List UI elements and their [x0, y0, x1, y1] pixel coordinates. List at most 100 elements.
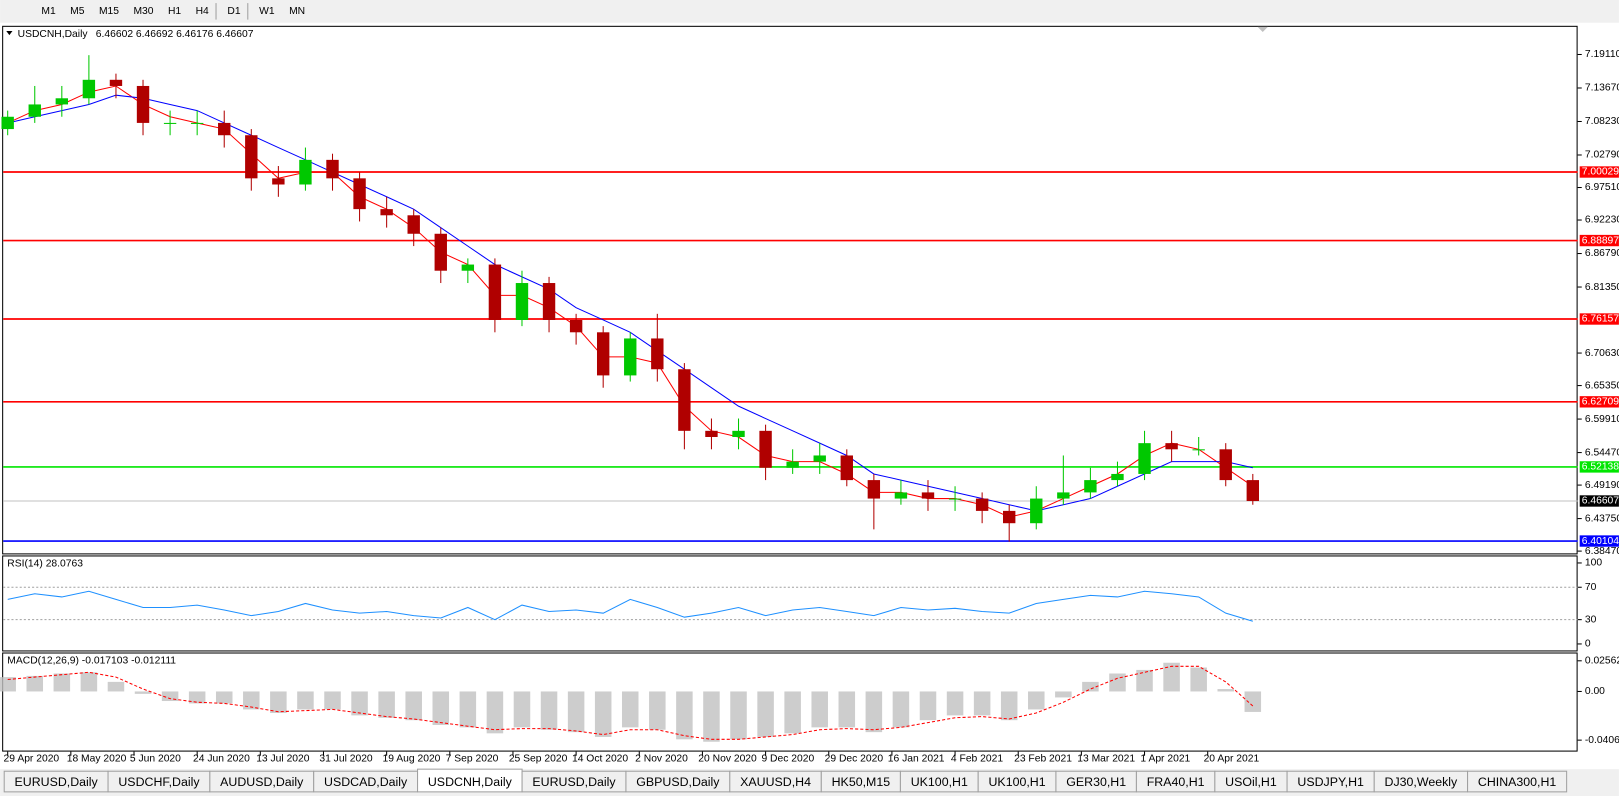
y-tick-label: 6.65350	[1585, 380, 1619, 391]
level-label: 6.52138	[1582, 462, 1619, 473]
tab-label[interactable]: GBPUSD,Daily	[636, 775, 720, 789]
timeframe-button[interactable]: W1	[259, 6, 275, 17]
macd-bar	[621, 691, 639, 728]
tab-label[interactable]: USOil,H1	[1225, 775, 1277, 789]
tab-label[interactable]: XAUUSD,H4	[740, 775, 811, 789]
macd-bar	[1109, 673, 1126, 692]
level-label-box	[1579, 461, 1619, 473]
timeframe-button[interactable]: M15	[99, 6, 119, 17]
timeframe-button[interactable]: H1	[168, 6, 181, 17]
macd-bar	[188, 691, 206, 704]
x-tick-label: 25 Sep 2020	[509, 754, 568, 765]
candle-body	[786, 461, 799, 468]
y-tick-label: 7.08230	[1585, 116, 1619, 127]
candle-body	[1219, 449, 1232, 481]
macd-bar	[1217, 689, 1235, 692]
level-label-box	[1579, 495, 1619, 507]
y-tick-label: 100	[1585, 558, 1602, 569]
timeframe-button[interactable]: M1	[41, 6, 56, 17]
macd-bar	[540, 691, 558, 730]
macd-bar	[1244, 691, 1262, 712]
macd-bar	[351, 691, 368, 716]
macd-bar	[676, 691, 693, 740]
candle-body	[82, 79, 96, 99]
timeframe-button[interactable]: M30	[133, 6, 153, 17]
candle-body	[515, 283, 529, 320]
candle-body	[1, 116, 14, 130]
timeframe-button[interactable]: M5	[70, 6, 85, 17]
candle-body	[813, 455, 826, 462]
tab-label[interactable]: AUDUSD,Daily	[220, 775, 304, 789]
tab-label[interactable]: UK100,H1	[911, 775, 968, 789]
macd-bar	[215, 691, 233, 704]
candle-body	[109, 79, 123, 86]
level-label: 6.88897	[1582, 235, 1619, 246]
tab-label[interactable]: USDCAD,Daily	[324, 775, 408, 789]
y-tick-label: 6.38470	[1585, 546, 1619, 557]
tab-label[interactable]: HK50,M15	[832, 775, 891, 789]
candle-body	[299, 159, 312, 185]
x-tick-label: 4 Feb 2021	[951, 754, 1003, 765]
tab-label[interactable]: FRA40,H1	[1147, 775, 1205, 789]
x-tick-label: 7 Sep 2020	[446, 754, 499, 765]
tab-label[interactable]: USDCHF,Daily	[118, 775, 200, 789]
candle-body	[759, 430, 772, 468]
macd-bar	[0, 677, 16, 692]
y-tick-label: 0.00	[1585, 686, 1605, 697]
x-tick-label: 31 Jul 2020	[319, 754, 373, 765]
level-label: 6.40104	[1582, 536, 1619, 547]
tab-label[interactable]: DJ30,Weekly	[1385, 775, 1458, 789]
candle-body	[840, 455, 853, 481]
y-tick-label: -0.04068	[1585, 735, 1619, 746]
macd-bar	[784, 691, 801, 734]
y-tick-label: 6.70630	[1585, 348, 1619, 359]
tab-label[interactable]: GER30,H1	[1066, 775, 1126, 789]
macd-bar	[730, 691, 747, 740]
y-tick-label: 0	[1585, 639, 1591, 650]
x-tick-label: 18 May 2020	[67, 754, 127, 765]
timeframe-button[interactable]: H4	[196, 6, 209, 17]
candle-body	[1246, 480, 1260, 501]
timeframe-button[interactable]: D1	[227, 6, 240, 17]
y-tick-label: 7.19110	[1585, 49, 1619, 60]
macd-bar	[53, 673, 71, 692]
tab-label[interactable]: CHINA300,H1	[1478, 775, 1557, 789]
toolbar	[0, 0, 1619, 23]
candle-body	[542, 283, 556, 320]
y-tick-label: 0.025623	[1585, 656, 1619, 667]
y-tick-label: 30	[1585, 614, 1597, 625]
macd-bar	[107, 681, 125, 692]
tab-label[interactable]: USDJPY,H1	[1297, 775, 1364, 789]
x-tick-label: 29 Apr 2020	[4, 754, 60, 765]
macd-bar	[892, 691, 910, 728]
level-label-box	[1579, 166, 1619, 178]
chart-title: USDCNH,Daily	[18, 29, 89, 40]
x-tick-label: 19 Aug 2020	[383, 754, 441, 765]
macd-bar	[811, 691, 828, 728]
x-tick-label: 9 Dec 2020	[761, 754, 814, 765]
tab-label[interactable]: UK100,H1	[989, 775, 1046, 789]
y-tick-label: 7.02790	[1585, 150, 1619, 161]
candle-body	[894, 492, 908, 499]
macd-bar	[1000, 691, 1018, 721]
macd-bar	[865, 691, 883, 733]
level-label: 6.76157	[1582, 314, 1619, 325]
x-tick-label: 20 Apr 2021	[1204, 754, 1260, 765]
macd-bar	[80, 672, 98, 692]
macd-pane	[2, 652, 1578, 752]
level-label-box	[1579, 396, 1619, 408]
macd-bar	[324, 691, 341, 710]
y-tick-label: 6.97510	[1585, 182, 1619, 193]
pane-menu-icon[interactable]	[6, 30, 13, 36]
macd-bar	[243, 691, 260, 710]
indicator-line	[7, 665, 1254, 740]
tab[interactable]	[1467, 770, 1568, 793]
timeframe-button[interactable]: MN	[289, 6, 305, 17]
tab-label[interactable]: EURUSD,Daily	[15, 775, 99, 789]
tab-label[interactable]: EURUSD,Daily	[532, 775, 616, 789]
rsi-pane	[2, 555, 1578, 652]
x-tick-label: 29 Dec 2020	[825, 754, 884, 765]
tab-label[interactable]: USDCNH,Daily	[428, 775, 513, 789]
candle-body	[1111, 473, 1124, 481]
x-tick-label: 13 Jul 2020	[256, 754, 310, 765]
